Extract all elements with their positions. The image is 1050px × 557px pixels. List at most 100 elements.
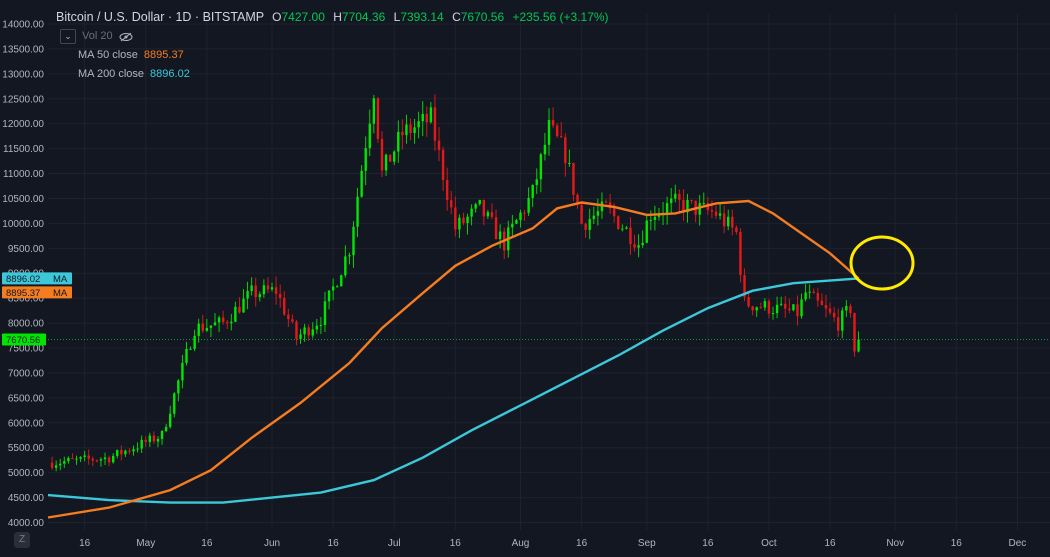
candle-body — [189, 348, 192, 350]
high-key: H — [333, 10, 342, 24]
candle-body — [478, 199, 481, 205]
candle-body — [250, 285, 253, 292]
candle-body — [177, 380, 180, 394]
candle-body — [523, 212, 526, 214]
candle-body — [836, 317, 840, 331]
open-key: O — [272, 10, 282, 24]
candle-body — [824, 304, 828, 309]
candle-body — [511, 223, 514, 228]
candle-body — [751, 306, 754, 311]
y-tick-label: 12500.00 — [2, 94, 44, 105]
y-tick-label: 4500.00 — [8, 493, 45, 504]
x-tick-label: 16 — [201, 538, 213, 549]
z-icon[interactable]: Z — [14, 532, 30, 548]
candle-body — [111, 455, 115, 463]
candle-body — [173, 393, 176, 414]
candle-body — [209, 325, 213, 328]
y-tick-label: 4000.00 — [8, 518, 45, 529]
candle-body — [380, 138, 384, 171]
candle-body — [262, 285, 266, 295]
volume-label[interactable]: Vol 20 — [82, 30, 113, 42]
candle-body — [551, 120, 555, 126]
ma50-legend-row[interactable]: MA 50 close 8895.37 — [78, 46, 609, 65]
eye-crossed-icon[interactable] — [119, 32, 133, 42]
candle-body — [352, 226, 355, 256]
x-tick-label: 16 — [702, 538, 714, 549]
candle-body — [107, 457, 111, 463]
candle-body — [63, 461, 66, 464]
candle-body — [678, 193, 681, 201]
y-tick-label: 10500.00 — [2, 194, 44, 205]
candle-body — [527, 197, 530, 213]
y-tick-label: 11500.00 — [3, 144, 44, 155]
candle-body — [128, 450, 131, 452]
candle-body — [576, 194, 579, 205]
candle-body — [698, 203, 701, 215]
candle-body — [828, 308, 832, 313]
ma200-tag-suffix: MA — [53, 274, 68, 285]
candle-body — [445, 179, 449, 201]
candle-body — [775, 304, 779, 314]
candle-body — [160, 430, 164, 439]
chevron-down-icon[interactable]: ⌄ — [60, 29, 76, 44]
candle-body — [539, 154, 543, 180]
candle-body — [291, 319, 294, 322]
candle-body — [849, 306, 852, 314]
y-axis[interactable]: 14000.00 13500.00 13000.00 12500.00 12000.00… — [2, 19, 44, 529]
candle-body — [747, 296, 750, 307]
candle-body — [360, 170, 363, 197]
candle-body — [735, 227, 738, 232]
ma-50-line — [47, 199, 860, 519]
last-price-tag-value: 7670.56 — [6, 335, 40, 346]
candle-body — [226, 322, 229, 324]
candle-body — [722, 213, 726, 227]
candle-body — [356, 196, 359, 227]
candle-body — [841, 310, 844, 331]
x-axis[interactable]: 16 May 16 Jun 16 Jul 16 Aug 16 Sep 16 Oct 16 Nov 16 Dec — [79, 538, 1026, 549]
candle-body — [99, 459, 103, 461]
candle-body — [319, 324, 323, 326]
candle-body — [450, 200, 453, 208]
candle-body — [181, 362, 184, 381]
candle-body — [515, 220, 518, 224]
candle-body — [743, 275, 746, 297]
y-tick-label: 11000.00 — [3, 169, 44, 180]
candle-body — [466, 216, 469, 224]
candle-body — [213, 322, 217, 326]
candle-body — [588, 219, 591, 230]
y-tick-label: 10000.00 — [2, 219, 44, 230]
candle-body — [543, 144, 547, 155]
candle-body — [621, 228, 624, 230]
candle-body — [409, 124, 412, 133]
ma200-legend-row[interactable]: MA 200 close 8896.02 — [78, 65, 609, 84]
symbol-title[interactable]: Bitcoin / U.S. Dollar · 1D · BITSTAMP — [56, 10, 265, 24]
x-tick-label: Aug — [512, 538, 530, 549]
candle-body — [54, 465, 58, 468]
candle-body — [311, 329, 314, 336]
ma200-price-tag: 8896.02 MA — [2, 272, 72, 285]
candle-body — [486, 212, 490, 217]
candle-body — [771, 313, 775, 315]
grid — [48, 14, 1050, 530]
candle-body — [254, 285, 257, 298]
candle-body — [535, 179, 538, 185]
candle-body — [103, 457, 107, 460]
candle-body — [185, 348, 188, 363]
candle-body — [274, 287, 278, 294]
candle-body — [67, 458, 70, 462]
candle-body — [612, 208, 616, 217]
candle-body — [335, 286, 339, 288]
ma-200-line — [47, 277, 859, 504]
candle-body — [645, 220, 648, 243]
candle-body — [413, 127, 416, 133]
high-value: 7704.36 — [341, 10, 386, 24]
candle-body — [755, 307, 758, 311]
candle-body — [779, 303, 783, 305]
candle-body — [168, 413, 172, 427]
candle-body — [560, 136, 563, 138]
close-value: 7670.56 — [460, 10, 505, 24]
volume-row: ⌄ Vol 20 — [60, 27, 609, 46]
candle-body — [820, 300, 824, 305]
y-tick-label: 12000.00 — [2, 119, 44, 130]
